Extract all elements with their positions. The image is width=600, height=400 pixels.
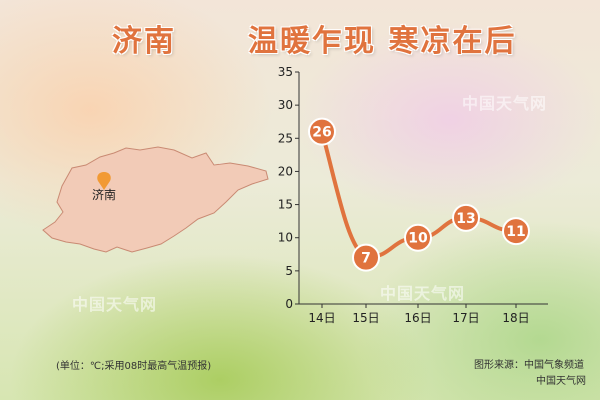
- data-label: 26: [312, 125, 331, 141]
- data-label: 11: [506, 224, 525, 240]
- data-point: [352, 243, 380, 272]
- city-pin-icon: [97, 172, 111, 190]
- province-shape: [42, 146, 269, 253]
- chart-axes: 0 5 10 15 20 25 30 35 14日 15日 16日 17日 18日: [278, 65, 548, 325]
- source-label-site: 中国天气网: [536, 376, 586, 387]
- y-tick-label: 15: [278, 198, 293, 212]
- unit-note: (单位：℃;采用08时最高气温预报): [56, 361, 212, 372]
- city-title: 济南: [112, 24, 176, 59]
- y-tick-label: 30: [278, 98, 293, 112]
- data-point: [452, 203, 480, 232]
- data-point: [308, 117, 336, 146]
- data-labels: 26 7 10 13 11: [308, 117, 530, 272]
- x-tick-label: 15日: [352, 311, 379, 325]
- x-tick-label: 14日: [308, 311, 335, 325]
- map-city-label: 济南: [92, 187, 116, 202]
- y-tick-label: 0: [285, 297, 293, 311]
- y-tick-label: 20: [278, 164, 293, 178]
- x-tick-label: 18日: [502, 311, 529, 325]
- x-tick-label: 16日: [404, 311, 431, 325]
- y-tick-label: 5: [285, 264, 293, 278]
- x-tick-label: 17日: [452, 311, 479, 325]
- data-label: 13: [456, 211, 475, 227]
- y-tick-label: 25: [278, 131, 293, 145]
- data-label: 10: [408, 231, 428, 247]
- watermark: 中国天气网: [72, 295, 158, 314]
- watermark: 中国天气网: [380, 284, 466, 303]
- y-tick-label: 35: [278, 65, 293, 79]
- data-point: [404, 223, 432, 252]
- watermark: 中国天气网: [462, 94, 548, 113]
- page-title: 温暖乍现 寒凉在后: [248, 24, 517, 59]
- source-label: 图形来源：中国气象频道: [474, 360, 584, 371]
- data-point: [502, 217, 530, 246]
- data-label: 7: [361, 251, 371, 267]
- y-tick-label: 10: [278, 231, 293, 245]
